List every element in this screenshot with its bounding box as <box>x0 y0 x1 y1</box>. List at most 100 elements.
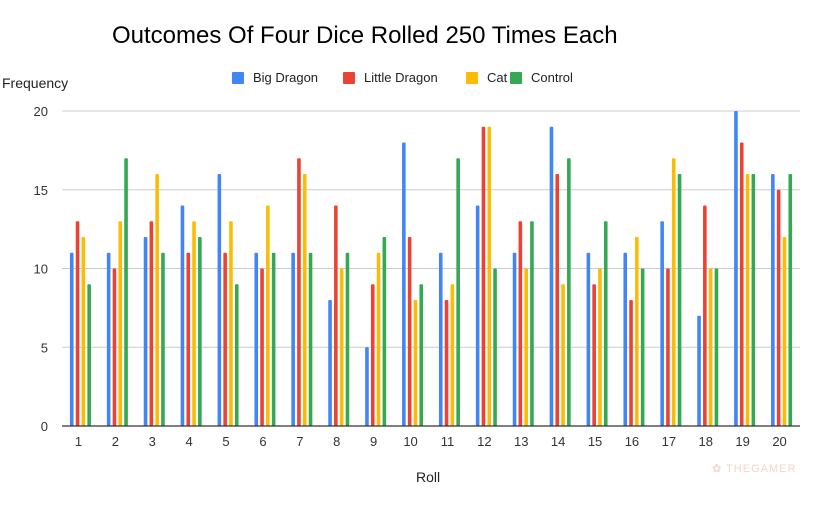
bar <box>635 237 639 426</box>
legend-label: Cat <box>487 70 508 85</box>
legend-label: Control <box>531 70 573 85</box>
bar <box>155 174 159 426</box>
bar <box>143 237 148 426</box>
x-tick-label: 8 <box>333 434 340 449</box>
x-tick-label: 13 <box>514 434 528 449</box>
bar <box>81 237 86 426</box>
x-tick-label: 6 <box>259 434 266 449</box>
bar <box>444 300 449 426</box>
y-axis-label: Frequency <box>2 75 69 91</box>
bar <box>493 268 497 426</box>
bar <box>75 221 80 426</box>
bar <box>345 252 350 426</box>
y-tick-label: 10 <box>34 262 48 277</box>
bar <box>365 347 369 426</box>
bar <box>745 174 750 426</box>
bar <box>524 268 528 426</box>
bar <box>567 158 571 426</box>
legend-label: Big Dragon <box>253 70 319 85</box>
bar <box>370 284 375 426</box>
bar <box>217 174 222 426</box>
y-tick-label: 5 <box>41 340 48 355</box>
watermark-logo: ✿ THEGAMER <box>712 463 797 475</box>
bar <box>334 205 338 426</box>
bar <box>623 252 628 426</box>
y-tick-label: 20 <box>34 104 48 119</box>
x-tick-label: 5 <box>222 434 229 449</box>
legend-swatch <box>466 71 478 84</box>
x-tick-label: 4 <box>186 434 193 449</box>
bar <box>739 142 744 426</box>
bar <box>260 268 264 426</box>
bar <box>223 252 227 426</box>
bar <box>598 268 602 426</box>
bar <box>561 284 565 426</box>
legend-item-big-dragon[interactable]: Big Dragon <box>232 70 318 85</box>
bar <box>450 284 455 426</box>
bar <box>118 221 123 426</box>
bar <box>402 142 406 426</box>
legend-swatch <box>232 71 244 84</box>
bar <box>339 268 344 426</box>
legend-item-control[interactable]: Control <box>510 70 573 85</box>
bar <box>660 221 664 426</box>
x-tick-label: 2 <box>112 434 119 449</box>
bar <box>771 174 775 426</box>
x-tick-label: 15 <box>588 434 602 449</box>
bar <box>328 300 332 426</box>
x-tick-label: 12 <box>477 434 491 449</box>
legend-item-cat[interactable]: Cat <box>466 70 507 85</box>
bar <box>697 315 701 426</box>
bar <box>677 174 682 426</box>
bar <box>186 252 191 426</box>
bar <box>407 237 412 426</box>
bar <box>254 252 259 426</box>
legend-swatch <box>510 71 522 84</box>
x-tick-label: 9 <box>370 434 377 449</box>
bar <box>69 252 74 426</box>
x-tick-label: 18 <box>699 434 713 449</box>
bar <box>629 300 633 426</box>
bar <box>555 174 560 426</box>
bar <box>666 268 670 426</box>
bar <box>751 174 756 426</box>
bar <box>603 221 608 426</box>
x-axis-label: Roll <box>416 469 441 485</box>
bar <box>382 237 387 426</box>
bar <box>198 237 202 426</box>
bar <box>714 268 719 426</box>
bar <box>530 221 534 426</box>
bar <box>475 205 480 426</box>
y-tick-label: 15 <box>34 183 48 198</box>
legend-item-little-dragon[interactable]: Little Dragon <box>343 70 438 85</box>
bar <box>512 252 517 426</box>
x-tick-label: 14 <box>551 434 565 449</box>
bar <box>376 252 381 426</box>
bar <box>481 126 486 426</box>
bar <box>782 237 787 426</box>
bar <box>456 158 460 426</box>
bar <box>149 221 154 426</box>
x-tick-label: 7 <box>296 434 303 449</box>
bar <box>271 252 276 426</box>
bar <box>671 158 676 426</box>
bar <box>234 284 239 426</box>
bar <box>788 174 793 426</box>
bar <box>106 252 111 426</box>
bar <box>413 300 418 426</box>
bar <box>266 205 270 426</box>
bar <box>302 174 307 426</box>
bar <box>592 284 596 426</box>
x-tick-label: 1 <box>75 434 82 449</box>
bar <box>124 158 128 426</box>
bar <box>161 252 165 426</box>
bar <box>87 284 91 426</box>
bar <box>518 221 523 426</box>
legend-label: Little Dragon <box>364 70 438 85</box>
x-tick-label: 19 <box>735 434 749 449</box>
chart-title: Outcomes Of Four Dice Rolled 250 Times E… <box>112 22 618 49</box>
x-tick-label: 10 <box>403 434 417 449</box>
legend-swatch <box>343 71 355 84</box>
bar <box>703 205 707 426</box>
